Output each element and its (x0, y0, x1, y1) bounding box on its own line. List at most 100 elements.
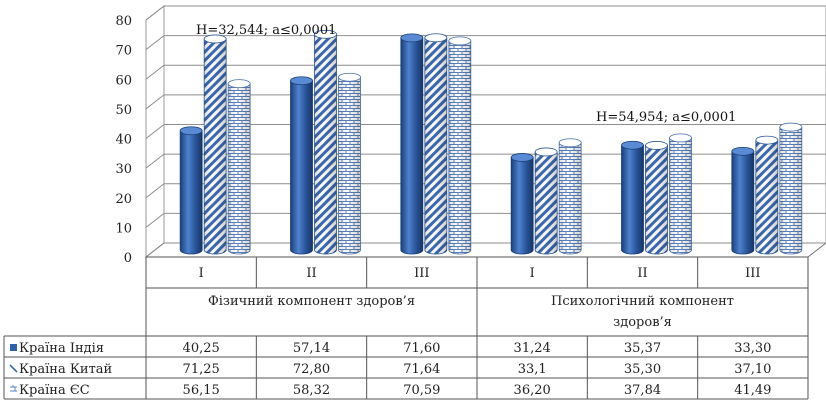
bar-top (424, 33, 448, 43)
gridline (145, 35, 826, 51)
bar (558, 138, 582, 255)
legend-entry: Країна Індія (19, 341, 104, 356)
category-label: III (414, 266, 429, 281)
data-label: 35,30 (624, 362, 661, 377)
data-label: 72,80 (293, 362, 330, 377)
bar (755, 135, 779, 255)
y-axis-ticks: 0 10 20 30 40 50 60 70 80 (115, 14, 132, 266)
legend-key-india (10, 344, 17, 351)
gridline (145, 183, 826, 199)
data-label: 70,59 (403, 383, 440, 398)
y-tick-label: 80 (115, 14, 132, 29)
gridline (145, 94, 826, 110)
bar-shading (204, 38, 227, 254)
bar (448, 36, 472, 255)
bar-top (558, 138, 582, 148)
legend-key (9, 364, 18, 373)
legend-key-china (9, 364, 18, 373)
bar (227, 79, 251, 255)
y-tick-label: 50 (115, 103, 132, 118)
y-tick-label: 0 (124, 251, 132, 266)
bar (621, 140, 644, 255)
bar-top (400, 33, 424, 43)
bar-top (290, 76, 313, 86)
bar (645, 141, 668, 255)
legend-entry: Країна ЄС (19, 383, 90, 398)
data-label: 37,84 (624, 383, 661, 398)
data-label: 35,37 (624, 341, 661, 356)
bar (731, 146, 755, 255)
bar (779, 122, 803, 255)
data-label: 71,25 (183, 362, 220, 377)
category-label: III (745, 266, 760, 281)
legend-key (10, 385, 17, 392)
data-label: 58,32 (293, 383, 330, 398)
y-tick-label: 20 (115, 192, 132, 207)
gridlines (145, 5, 826, 258)
bar-shading (779, 127, 802, 254)
bar-top (510, 153, 534, 162)
bar (314, 29, 337, 255)
bar-top (448, 36, 472, 46)
group-label-physical: Фізичний компонент здоров’я (208, 294, 415, 309)
bar (534, 147, 558, 255)
bar (179, 126, 203, 255)
bar-top (314, 29, 337, 39)
data-label: 56,15 (183, 383, 220, 398)
bar-top (669, 133, 692, 143)
bar (424, 33, 448, 255)
bar-shading (511, 157, 534, 255)
category-label: II (637, 266, 647, 281)
bar-shading (559, 142, 582, 254)
bar-shading (228, 83, 251, 254)
data-label: 33,1 (518, 362, 547, 377)
bar-shading (755, 140, 778, 254)
bar-shading (621, 145, 644, 254)
bar-top (203, 34, 227, 44)
bar-shading (338, 77, 361, 255)
annotation-psychological: H=54,954; a≤0,0001 (596, 110, 736, 125)
bar-shading (535, 151, 558, 254)
bar-top (534, 147, 558, 157)
bar-shading (645, 145, 668, 254)
bar-shading (731, 151, 754, 254)
data-label: 40,25 (183, 341, 220, 356)
bar-shading (448, 40, 471, 255)
annotation-physical: H=32,544; a≤0,0001 (196, 23, 336, 38)
bar-top (645, 141, 668, 150)
bar-top (779, 122, 803, 132)
bar (338, 72, 361, 255)
bar (290, 76, 313, 255)
y-tick-label: 30 (115, 162, 132, 177)
group-label-psychological: Психологічний компонент (551, 294, 734, 309)
gridline (145, 64, 826, 80)
y-tick-label: 70 (115, 44, 132, 59)
bar (510, 153, 534, 255)
bar (203, 34, 227, 255)
bar-top (179, 126, 203, 136)
legend-entry: Країна Китай (19, 362, 112, 377)
legend-key (10, 344, 17, 351)
annotations: H=32,544; a≤0,0001 H=54,954; a≤0,0001 (196, 23, 736, 125)
bar-shading (180, 130, 203, 254)
gridline (145, 212, 826, 228)
bar-top (731, 146, 755, 156)
data-label: 41,49 (734, 383, 771, 398)
bar (400, 33, 424, 255)
data-label: 71,60 (403, 341, 440, 356)
bar-top (755, 135, 779, 145)
y-tick-label: 40 (115, 133, 132, 148)
gridline (145, 124, 826, 139)
bar-shading (424, 37, 447, 255)
bar-shading (314, 34, 337, 254)
data-label: 33,30 (734, 341, 771, 356)
gridline (145, 5, 826, 21)
data-label: 57,14 (293, 341, 330, 356)
bar-top (338, 72, 361, 82)
gridline (145, 242, 826, 258)
data-label: 36,20 (514, 383, 551, 398)
bar-shading (400, 37, 423, 255)
category-label: I (199, 266, 204, 281)
group-label-psychological-line2: здоров’я (613, 315, 672, 330)
